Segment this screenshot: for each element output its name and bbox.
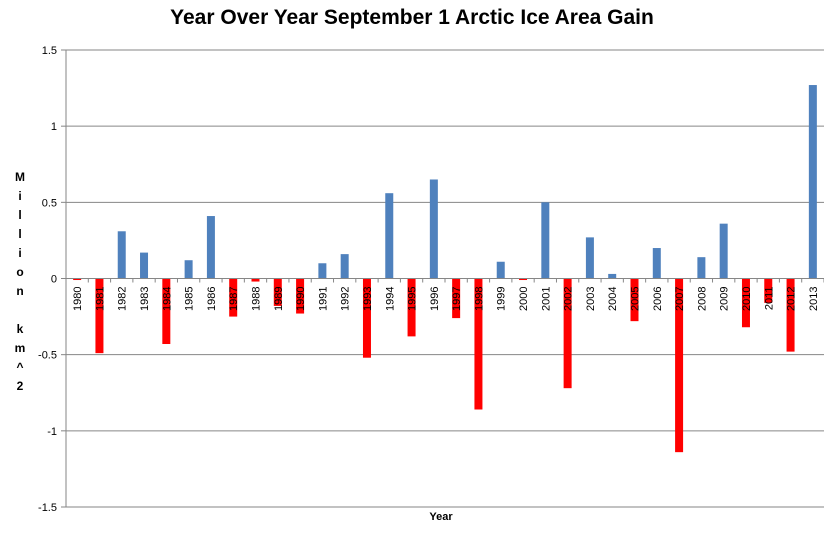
chart-title: Year Over Year September 1 Arctic Ice Ar… xyxy=(170,6,654,29)
bar-1986 xyxy=(206,216,215,279)
x-tick-label: 2002 xyxy=(563,287,575,311)
x-tick-label: 1997 xyxy=(451,287,463,311)
y-axis-label-char: l xyxy=(18,208,22,222)
x-tick-label: 2007 xyxy=(674,287,686,311)
y-tick-label: -0.5 xyxy=(38,350,57,362)
bar-2001 xyxy=(541,202,550,279)
bar-1980 xyxy=(73,278,82,281)
y-axis-ticks: -1.5 -1 -0.5 0 0.5 1 1.5 xyxy=(38,45,66,514)
x-tick-label: 2005 xyxy=(630,287,642,311)
y-axis-label-char: i xyxy=(18,189,22,203)
x-tick-label: 1985 xyxy=(184,287,196,311)
bar-1992 xyxy=(340,254,349,279)
x-tick-label: 1995 xyxy=(407,287,419,311)
x-tick-label: 1984 xyxy=(161,287,173,311)
x-tick-label: 1988 xyxy=(251,287,263,311)
bar-1994 xyxy=(385,193,394,279)
y-tick-label: 0 xyxy=(51,274,57,286)
bar-1983 xyxy=(140,252,149,279)
bar-2000 xyxy=(519,278,528,281)
bar-2009 xyxy=(719,223,728,279)
x-tick-label: 1996 xyxy=(429,287,441,311)
x-tick-label: 2001 xyxy=(540,287,552,311)
y-axis-label-char: m xyxy=(14,341,26,355)
x-tick-label: 2008 xyxy=(696,287,708,311)
bar-1985 xyxy=(184,260,193,279)
bar-2003 xyxy=(585,237,594,279)
x-tick-label: 1993 xyxy=(362,287,374,311)
x-tick-label: 1983 xyxy=(139,287,151,311)
bar-2011 xyxy=(764,278,773,303)
y-axis-label-char xyxy=(10,301,30,320)
x-tick-label: 2004 xyxy=(607,287,619,311)
bar-1990 xyxy=(296,278,305,314)
y-tick-label: -1 xyxy=(47,426,57,438)
x-tick-label: 1982 xyxy=(117,287,129,311)
y-axis-label-char: 2 xyxy=(16,379,24,393)
bar-2002 xyxy=(563,278,572,389)
bar-1988 xyxy=(251,278,260,282)
bar-1991 xyxy=(318,263,327,279)
x-tick-label: 1994 xyxy=(384,287,396,311)
bar-2012 xyxy=(786,278,795,352)
x-tick-label: 2000 xyxy=(518,287,530,311)
x-tick-label: 1999 xyxy=(496,287,508,311)
x-tick-label: 2009 xyxy=(719,287,731,311)
bar-1993 xyxy=(362,278,371,358)
y-axis-label-char: i xyxy=(18,246,22,260)
bar-1981 xyxy=(95,278,104,354)
bar-1995 xyxy=(407,278,416,337)
y-tick-label: 0.5 xyxy=(42,197,57,209)
x-tick-label: 2013 xyxy=(808,287,820,311)
bar-1997 xyxy=(452,278,461,319)
y-axis-label-char: M xyxy=(15,170,25,184)
x-tick-label: 1991 xyxy=(317,287,329,311)
bar-1996 xyxy=(429,179,438,279)
y-axis-label-char: o xyxy=(16,265,24,279)
x-axis-label: Year xyxy=(429,511,453,523)
bar-1984 xyxy=(162,278,171,345)
bar-1998 xyxy=(474,278,483,410)
y-axis-label-char: l xyxy=(18,227,22,241)
x-tick-label: 2006 xyxy=(652,287,664,311)
x-tick-label: 2010 xyxy=(741,287,753,311)
y-axis-label-char: ^ xyxy=(16,360,24,374)
x-tick-label: 1987 xyxy=(228,287,240,311)
x-tick-label: 1980 xyxy=(72,287,84,311)
bar-2010 xyxy=(741,278,750,328)
bar-1989 xyxy=(273,278,282,306)
x-tick-label: 1989 xyxy=(273,287,285,311)
bar-2008 xyxy=(697,257,706,279)
bar-2013 xyxy=(808,85,817,279)
bar-1987 xyxy=(229,278,238,317)
y-tick-label: 1.5 xyxy=(42,45,57,57)
bar-2007 xyxy=(675,278,684,453)
x-tick-label: 1990 xyxy=(295,287,307,311)
bar-1982 xyxy=(117,231,126,279)
y-axis-label-char: k xyxy=(16,322,24,336)
bar-2006 xyxy=(652,248,661,279)
y-axis-label-char: n xyxy=(16,284,24,298)
y-tick-label: -1.5 xyxy=(38,502,57,514)
bar-2004 xyxy=(608,273,617,279)
x-tick-label: 2003 xyxy=(585,287,597,311)
x-tick-label: 2011 xyxy=(763,287,775,311)
bar-2005 xyxy=(630,278,639,322)
bar-1999 xyxy=(496,261,505,279)
x-tick-label: 1992 xyxy=(340,287,352,311)
x-tick-label: 1981 xyxy=(94,287,106,311)
bars xyxy=(73,85,817,453)
y-tick-label: 1 xyxy=(51,121,57,133)
x-tick-label: 1986 xyxy=(206,287,218,311)
x-tick-label: 2012 xyxy=(786,287,798,311)
x-tick-label: 1998 xyxy=(473,287,485,311)
x-axis-ticks: 1980 1981 1982 1983 1984 1985 1986 1987 1988 1989… xyxy=(65,278,824,311)
